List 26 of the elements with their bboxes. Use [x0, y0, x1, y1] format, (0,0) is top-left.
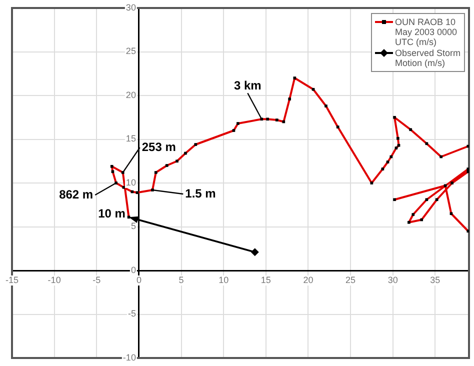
y-tick-label: 0: [130, 264, 136, 275]
x-tick-label: 30: [388, 274, 398, 285]
y-tick-label: -10: [122, 352, 136, 362]
annotation: 253 m: [142, 140, 176, 154]
legend-label: Observed Storm Motion (m/s): [395, 48, 461, 68]
x-tick-label: -15: [5, 274, 19, 285]
x-tick-label: 10: [218, 274, 229, 285]
y-tick-label: 10: [126, 177, 136, 188]
y-tick-label: 30: [126, 2, 136, 12]
x-tick-label: 25: [346, 274, 356, 285]
x-tick-label: -10: [48, 274, 61, 285]
x-tick-label: 15: [260, 274, 271, 285]
y-tick-label: 25: [126, 46, 136, 56]
x-tick-label: 5: [178, 274, 184, 285]
x-tick-label: 20: [303, 274, 314, 285]
y-tick-label: 15: [126, 134, 136, 144]
y-tick-label: 20: [126, 90, 136, 100]
y-tick-label: -5: [128, 308, 136, 319]
y-tick-label: 5: [130, 221, 136, 232]
legend-label: OUN RAOB 10 May 2003 0000 UTC (m/s): [395, 17, 458, 47]
x-tick-label: 35: [430, 274, 440, 285]
x-tick-label: -5: [92, 274, 101, 285]
annotation: 10 m: [98, 206, 126, 220]
annotation: 1.5 m: [185, 186, 216, 200]
annotation: 3 km: [234, 78, 262, 92]
annotation: 862 m: [59, 187, 94, 202]
